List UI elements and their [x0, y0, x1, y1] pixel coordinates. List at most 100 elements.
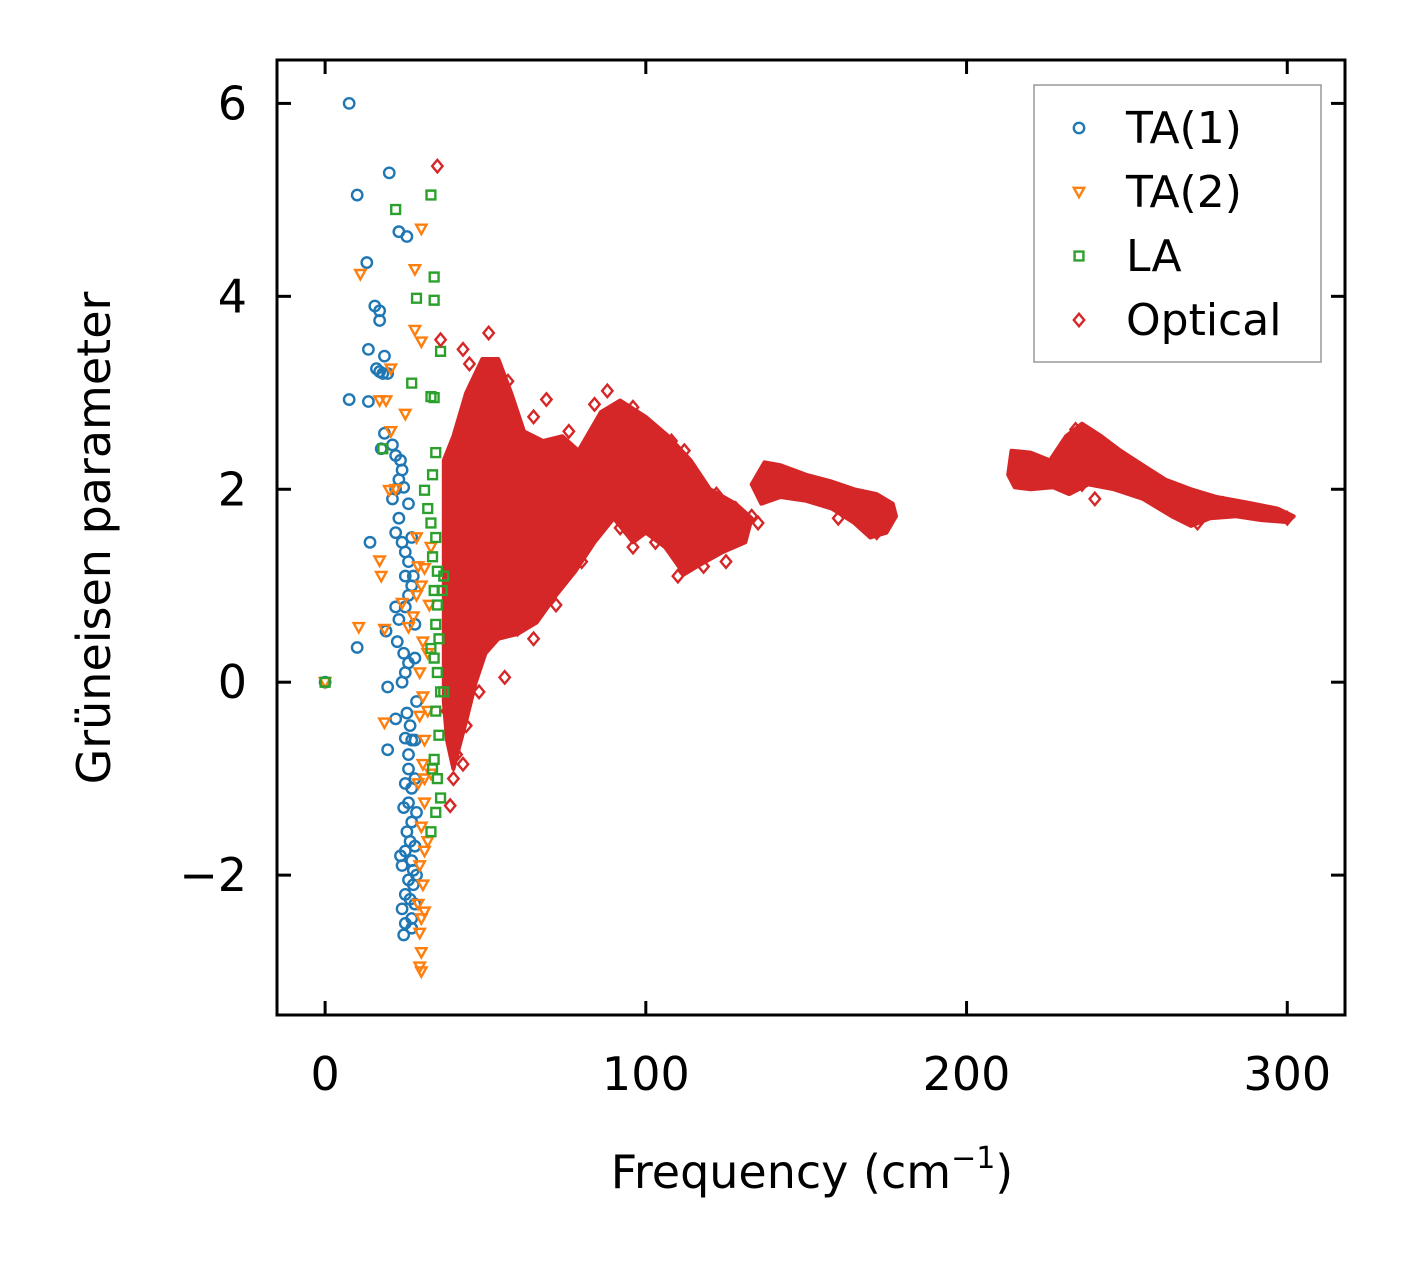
data-point	[360, 256, 374, 269]
data-point	[410, 778, 426, 792]
data-point	[459, 524, 473, 541]
data-point	[414, 966, 429, 980]
data-point	[372, 395, 387, 409]
data-point	[475, 389, 490, 406]
data-point	[412, 667, 427, 681]
data-point	[397, 481, 411, 494]
data-point	[428, 271, 440, 283]
data-point	[394, 849, 407, 863]
data-point	[395, 536, 409, 549]
legend-marker	[1073, 250, 1085, 262]
data-point	[562, 423, 576, 440]
legend-entry: TA(2)	[1071, 167, 1242, 218]
legend-entry: LA	[1073, 231, 1182, 282]
data-point	[417, 797, 432, 811]
x-axis-label-superscript: −1	[951, 1141, 995, 1176]
data-point	[434, 792, 447, 804]
data-point	[412, 927, 427, 941]
data-point	[370, 362, 383, 376]
data-point	[431, 599, 443, 611]
legend-label: TA(2)	[1125, 167, 1242, 218]
data-point	[664, 432, 679, 450]
data-point	[414, 223, 429, 237]
data-point	[1094, 442, 1109, 459]
data-point	[526, 408, 541, 426]
data-point	[362, 395, 375, 408]
y-tick-label: 2	[218, 462, 247, 516]
data-point	[417, 845, 432, 859]
data-point	[488, 539, 502, 556]
data-point	[549, 596, 563, 614]
data-point	[613, 519, 627, 536]
data-point	[414, 913, 429, 927]
data-point	[1075, 476, 1089, 493]
data-point	[433, 729, 445, 741]
data-point	[412, 710, 427, 724]
data-point	[398, 569, 412, 583]
legend-marker	[1071, 186, 1087, 200]
data-point	[417, 773, 432, 787]
data-point	[395, 902, 409, 916]
data-point	[690, 471, 704, 488]
data-point	[401, 621, 416, 635]
data-point	[574, 461, 589, 479]
data-point	[744, 508, 759, 525]
data-point	[388, 483, 403, 497]
data-point	[406, 878, 420, 892]
data-point	[639, 476, 653, 493]
data-point	[472, 587, 486, 604]
data-point	[497, 669, 512, 686]
data-point	[381, 743, 395, 757]
data-point	[363, 536, 377, 549]
data-point	[1120, 461, 1134, 479]
data-point	[1145, 476, 1160, 493]
data-point	[510, 621, 525, 638]
data-point	[405, 531, 419, 544]
data-point	[377, 443, 389, 455]
data-point	[397, 928, 411, 942]
data-point	[418, 484, 431, 496]
data-point	[397, 646, 411, 660]
data-point	[462, 355, 477, 372]
legend: TA(1) TA(2) LA Optical	[1033, 84, 1322, 363]
data-point	[351, 621, 367, 635]
x-tick-label: 100	[602, 1047, 690, 1101]
data-point	[398, 844, 412, 858]
data-point	[397, 801, 411, 814]
data-point	[655, 500, 669, 517]
data-point	[542, 437, 557, 454]
data-point	[373, 570, 389, 584]
data-point	[449, 746, 464, 763]
data-point	[394, 597, 410, 611]
data-point	[414, 580, 429, 594]
data-point	[517, 563, 531, 580]
data-point	[1190, 500, 1205, 517]
data-point	[539, 391, 554, 408]
data-point	[414, 946, 429, 960]
data-point	[378, 349, 391, 363]
data-point	[373, 304, 387, 318]
series-ta-1-	[318, 97, 423, 942]
data-point	[408, 733, 422, 747]
data-point	[372, 555, 387, 569]
data-point	[687, 519, 701, 536]
data-point	[430, 446, 442, 459]
data-point	[677, 442, 692, 459]
data-point	[459, 717, 473, 734]
data-point	[430, 806, 442, 819]
data-point	[751, 514, 765, 532]
x-tick-label: 300	[1243, 1047, 1331, 1101]
data-point	[394, 454, 407, 467]
data-point	[398, 545, 412, 559]
data-point	[405, 733, 419, 747]
data-point	[350, 188, 364, 202]
data-point	[379, 624, 393, 638]
data-point	[430, 705, 442, 717]
data-point	[392, 473, 406, 486]
data-point	[410, 806, 423, 819]
plot-area-frame	[275, 58, 1347, 1017]
y-tick-label: 0	[218, 655, 247, 709]
data-point	[433, 633, 445, 645]
data-point	[434, 345, 447, 357]
